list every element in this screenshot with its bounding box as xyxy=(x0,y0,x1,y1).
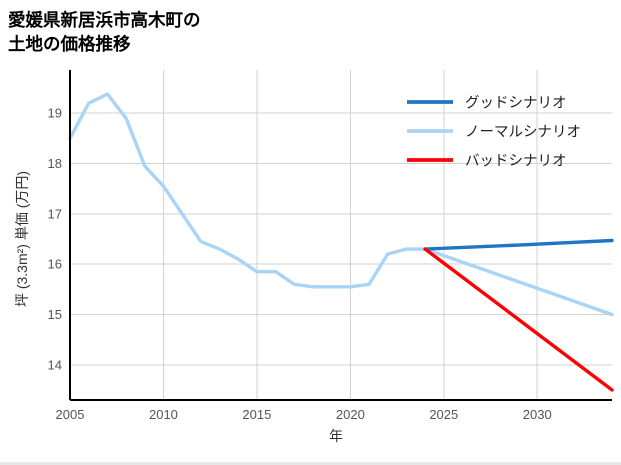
series-line-1 xyxy=(68,92,614,317)
y-tick-label: 16 xyxy=(48,257,62,272)
x-axis-title: 年 xyxy=(329,428,343,444)
x-tick-label: 2020 xyxy=(336,407,365,422)
x-tick-label: 2025 xyxy=(429,407,458,422)
y-tick-label: 14 xyxy=(48,357,62,372)
bottom-divider xyxy=(0,462,621,465)
y-tick-label: 15 xyxy=(48,307,62,322)
series-line-2 xyxy=(423,238,614,251)
legend-label-2: ノーマルシナリオ xyxy=(465,125,581,141)
gridlines xyxy=(70,70,612,400)
series-layer xyxy=(68,92,614,392)
axis-titles: 年 坪 (3.3m²) 単価 (万円) xyxy=(14,171,343,444)
y-axis-title: 坪 (3.3m²) 単価 (万円) xyxy=(14,171,30,307)
x-tick-label: 2030 xyxy=(523,407,552,422)
page-title: 愛媛県新居浜市高木町の 土地の価格推移 xyxy=(8,10,201,55)
y-tick-label: 19 xyxy=(48,106,62,121)
x-tick-label: 2015 xyxy=(242,407,271,422)
y-tick-label: 18 xyxy=(48,156,62,171)
x-tick-label: 2010 xyxy=(149,407,178,422)
tick-labels: 14 15 16 17 18 19 2005 2010 2015 2020 2025 2030 xyxy=(48,106,552,422)
series-line-3 xyxy=(423,247,614,392)
y-tick-label: 17 xyxy=(48,206,62,221)
x-tick-label: 2005 xyxy=(56,407,85,422)
legend-label-1: グッドシナリオ xyxy=(465,95,567,112)
axis-layer xyxy=(68,70,612,402)
legend-label-3: バッドシナリオ xyxy=(465,154,567,170)
